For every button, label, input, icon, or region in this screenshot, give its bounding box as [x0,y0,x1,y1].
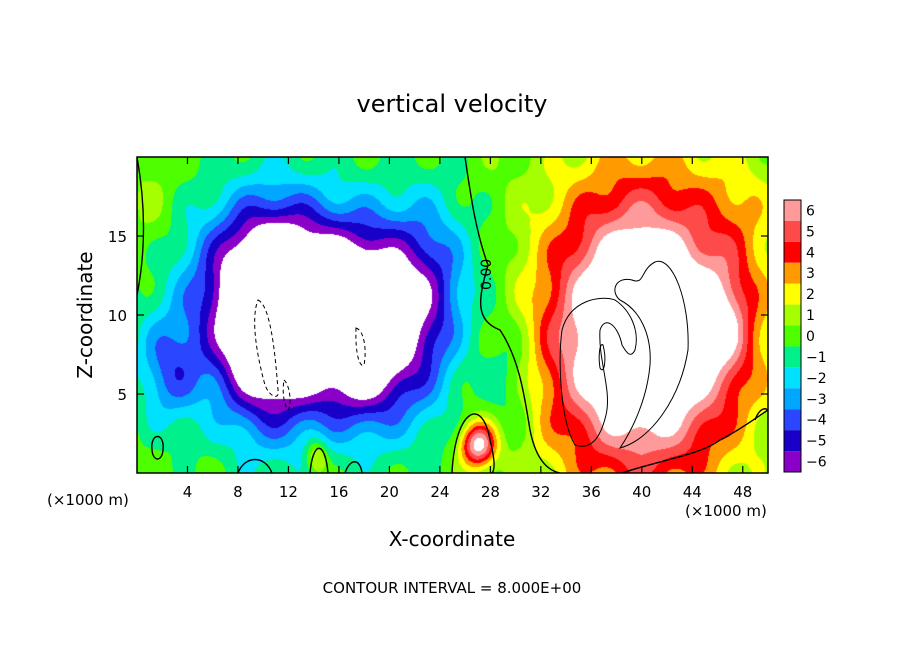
negative-contours [254,299,366,411]
x-tick-label: 48 [733,483,752,501]
contour-label: 0.00 [479,259,495,290]
x-tick-label: 4 [183,483,193,501]
y-tick-label: 15 [108,228,127,246]
velocity-heatmap [137,157,768,473]
updraft-contour [614,260,689,449]
colorbar: 6 5 4 3 2 1 0 −1 −2 −3 −4 −5 −6 [783,199,827,473]
colorbar-swatch [784,241,801,263]
contour-interval-note: CONTOUR INTERVAL = 8.000E+00 [323,579,582,597]
colorbar-label: 2 [806,287,815,303]
y-tick-label: 5 [117,386,127,404]
zero-contour-lines [137,157,768,473]
updraft-contour [559,297,637,447]
x-unit-right: (×1000 m) [685,502,767,520]
colorbar-swatch [784,430,801,452]
colorbar-swatch [784,220,801,242]
colorbar-label: −6 [806,455,827,471]
x-tick-label: 44 [683,483,702,501]
x-axis: 4 8 12 16 20 24 28 32 36 40 44 48 [183,157,752,501]
chart-title: vertical velocity [357,90,548,118]
x-unit-left: (×1000 m) [47,491,129,509]
colorbar-swatch [784,451,801,472]
zero-contour-line [451,413,495,473]
colorbar-swatch [784,262,801,284]
x-tick-label: 28 [481,483,500,501]
x-tick-label: 24 [430,483,449,501]
colorbar-swatch [784,346,801,368]
x-tick-label: 20 [380,483,399,501]
colorbar-label: −5 [806,434,827,450]
colorbar-swatch [784,409,801,431]
colorbar-swatch [784,367,801,389]
y-axis-label: Z-coordinate [73,251,97,378]
colorbar-label: −1 [806,350,827,366]
zero-contour-line [237,458,273,473]
colorbar-label: −2 [806,371,827,387]
downdraft-contour [282,379,291,411]
colorbar-label: 5 [806,224,815,240]
plot-area: 0.00 [136,156,769,474]
positive-contours [559,260,689,449]
colorbar-label: −4 [806,413,827,429]
x-tick-label: 8 [233,483,243,501]
colorbar-frame [783,199,802,473]
downdraft-contour [355,327,366,366]
colorbar-swatch [784,325,801,347]
zero-contour-line [151,435,164,460]
zero-contour-line [309,447,329,473]
x-tick-label: 36 [582,483,601,501]
zero-contour-line [754,408,768,421]
x-tick-label: 16 [329,483,348,501]
colorbar-label: 3 [806,266,815,282]
colorbar-swatch [784,200,801,221]
zero-contour-line [344,461,363,473]
y-tick-label: 10 [108,307,127,325]
y-axis: 5 10 15 [108,228,768,404]
colorbar-swatch [784,283,801,305]
colorbar-label: 4 [806,245,815,261]
colorbar-label: −3 [806,392,827,408]
x-axis-label: X-coordinate [389,527,516,551]
colorbar-swatch [784,388,801,410]
colorbar-swatch [784,304,801,326]
updraft-contour [598,344,606,371]
x-tick-label: 12 [279,483,298,501]
colorbar-label: 6 [806,203,815,219]
x-tick-label: 40 [632,483,651,501]
colorbar-label: 1 [806,308,815,324]
zero-contour-line [464,157,561,473]
colorbar-label: 0 [806,329,815,345]
x-tick-label: 32 [531,483,550,501]
zero-contour-line [137,157,145,296]
